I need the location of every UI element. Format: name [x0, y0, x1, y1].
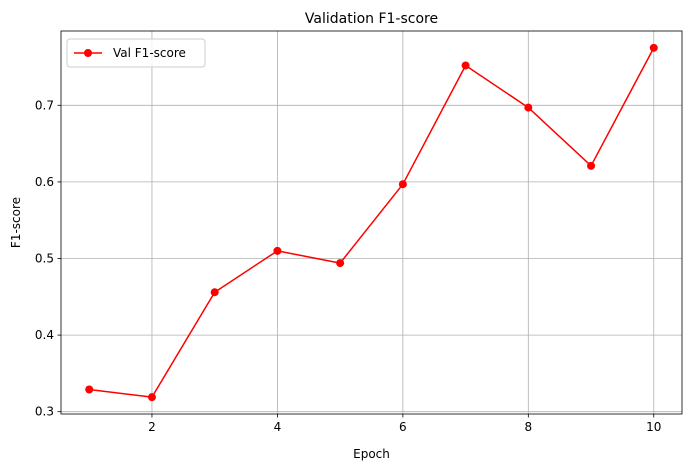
y-axis-label: F1-score — [9, 197, 23, 248]
data-point — [461, 61, 470, 70]
data-point — [587, 161, 596, 170]
series-line — [89, 47, 655, 398]
data-point — [649, 43, 658, 52]
y-tick-label: 0.6 — [35, 175, 54, 189]
x-tick-label: 4 — [274, 420, 282, 434]
series-layer — [85, 43, 658, 402]
y-tick-label: 0.5 — [35, 252, 54, 266]
data-point — [336, 259, 345, 268]
data-point — [210, 288, 219, 297]
data-point — [398, 180, 407, 189]
legend-entry-val-f1-score: Val F1-score — [113, 46, 186, 60]
legend-box — [66, 38, 206, 68]
data-point — [273, 246, 282, 255]
data-point — [147, 393, 156, 402]
x-axis-label: Epoch — [353, 447, 390, 461]
plot-area-frame — [60, 30, 683, 415]
data-point — [524, 103, 533, 112]
grid — [61, 31, 682, 414]
y-tick-label: 0.3 — [35, 405, 54, 419]
x-tick-label: 8 — [524, 420, 532, 434]
legend-marker-swatch — [84, 49, 92, 57]
x-tick-label: 10 — [646, 420, 661, 434]
x-tick-label: 6 — [399, 420, 407, 434]
data-point — [85, 385, 94, 394]
chart-title: Validation F1-score — [305, 11, 438, 27]
y-tick-label: 0.7 — [35, 98, 54, 112]
x-tick-label: 2 — [148, 420, 156, 434]
y-tick-label: 0.4 — [35, 328, 54, 342]
legend: Val F1-score — [66, 38, 206, 68]
axis-ticks: 2 4 6 8 10 0.3 0.4 0.5 0.6 0.7 — [35, 98, 662, 434]
